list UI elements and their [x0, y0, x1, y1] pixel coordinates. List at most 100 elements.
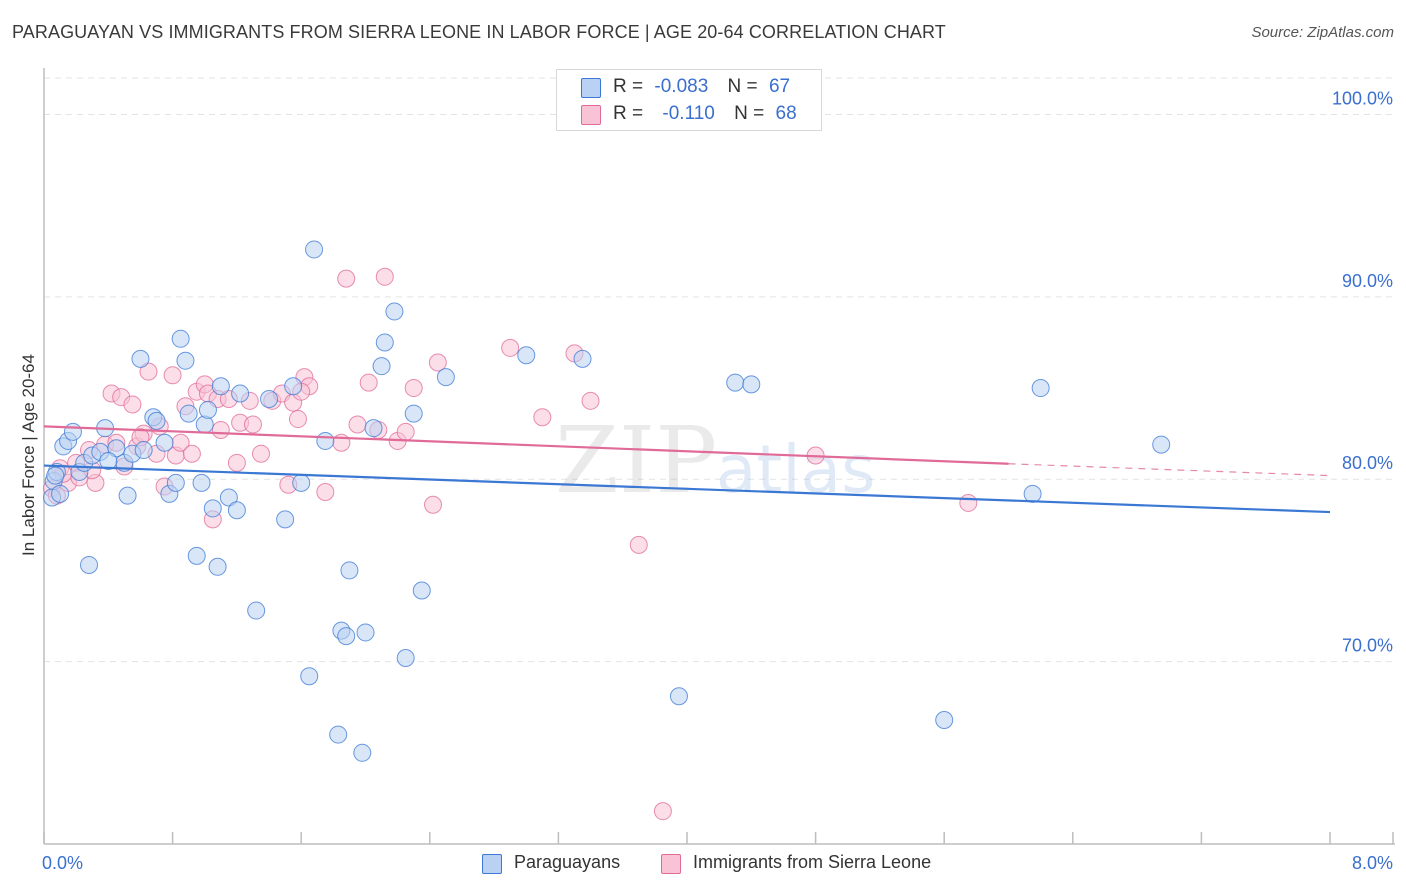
y-tick-label: 70.0% — [1342, 636, 1393, 656]
point-paraguayans — [171, 329, 190, 348]
point-paraguayans — [227, 501, 246, 520]
point-sierra-leone — [252, 444, 271, 463]
x-tick-label-min: 0.0% — [42, 853, 83, 873]
watermark-zip: ZIP — [555, 407, 717, 514]
point-paraguayans — [51, 484, 70, 503]
point-sierra-leone — [375, 267, 394, 286]
point-paraguayans — [260, 389, 279, 408]
point-paraguayans — [404, 404, 423, 423]
axes — [43, 68, 1395, 845]
point-paraguayans — [276, 510, 295, 529]
point-paraguayans — [305, 240, 324, 259]
point-paraguayans — [147, 411, 166, 430]
point-paraguayans — [573, 349, 592, 368]
point-paraguayans — [337, 627, 356, 646]
point-paraguayans — [192, 473, 211, 492]
point-paraguayans — [176, 351, 195, 370]
point-paraguayans — [300, 667, 319, 686]
tick-labels: 70.0% 80.0% 90.0% 100.0% 0.0% 8.0% — [42, 88, 1393, 873]
point-sierra-leone — [581, 391, 600, 410]
legend-swatch-blue — [482, 854, 502, 874]
point-paraguayans — [284, 377, 303, 396]
point-paraguayans — [316, 431, 335, 450]
point-paraguayans — [179, 404, 198, 423]
trend-lines — [43, 425, 1331, 514]
point-paraguayans — [203, 499, 222, 518]
point-paraguayans — [340, 561, 359, 580]
point-paraguayans — [353, 743, 372, 762]
point-sierra-leone — [227, 453, 246, 472]
grid-lines — [44, 77, 1395, 663]
point-paraguayans — [166, 473, 185, 492]
point-paraguayans — [247, 601, 266, 620]
point-paraguayans — [412, 581, 431, 600]
chart-title: PARAGUAYAN VS IMMIGRANTS FROM SIERRA LEO… — [12, 22, 946, 42]
point-paraguayans — [1023, 484, 1042, 503]
point-paraguayans — [63, 422, 82, 441]
point-sierra-leone — [428, 353, 447, 372]
point-sierra-leone — [533, 408, 552, 427]
watermark: ZIP atlas — [555, 407, 876, 514]
point-paraguayans — [396, 648, 415, 667]
point-sierra-leone — [653, 802, 672, 821]
point-paraguayans — [329, 725, 348, 744]
point-paraguayans — [211, 377, 230, 396]
point-paraguayans — [80, 555, 99, 574]
watermark-atlas: atlas — [716, 431, 876, 508]
legend-r-value: -0.110 — [662, 103, 715, 124]
legend-swatch-pink — [581, 105, 601, 125]
point-sierra-leone — [629, 535, 648, 554]
point-paraguayans — [208, 557, 227, 576]
legend-n-label: N = — [734, 103, 765, 124]
legend-label-paraguayans: Paraguayans — [514, 852, 621, 872]
point-paraguayans — [372, 357, 391, 376]
legend-series: Paraguayans Immigrants from Sierra Leone — [0, 852, 1406, 878]
point-paraguayans — [726, 373, 745, 392]
legend-n-value: 68 — [775, 103, 797, 124]
point-paraguayans — [118, 486, 137, 505]
series-sierra-leone-points — [43, 267, 978, 821]
point-paraguayans — [669, 687, 688, 706]
point-sierra-leone — [959, 493, 978, 512]
y-tick-label: 90.0% — [1342, 271, 1393, 291]
legend-n-label: N = — [727, 76, 758, 97]
point-paraguayans — [1031, 379, 1050, 398]
trend-line-sierra-leone-extension — [1008, 463, 1331, 477]
x-tick-label-max: 8.0% — [1352, 853, 1393, 873]
y-axis-label-box: In Labor Force | Age 20-64 — [14, 330, 44, 580]
y-tick-label: 80.0% — [1342, 453, 1393, 473]
point-paraguayans — [935, 710, 954, 729]
legend-label-sierra-leone: Immigrants from Sierra Leone — [693, 852, 932, 872]
point-sierra-leone — [163, 366, 182, 385]
y-tick-label: 100.0% — [1332, 88, 1393, 108]
legend-r-label: R = — [613, 76, 644, 97]
point-paraguayans — [195, 415, 214, 434]
point-paraguayans — [1152, 435, 1171, 454]
series-paraguayans-points — [43, 240, 1171, 762]
point-sierra-leone — [359, 373, 378, 392]
point-paraguayans — [198, 400, 217, 419]
point-sierra-leone — [182, 444, 201, 463]
legend-swatch-pink — [661, 854, 681, 874]
point-paraguayans — [292, 473, 311, 492]
legend-r-label: R = — [613, 103, 644, 124]
point-paraguayans — [364, 419, 383, 438]
y-axis-label: In Labor Force | Age 20-64 — [19, 354, 38, 556]
point-sierra-leone — [348, 415, 367, 434]
source-label: Source: ZipAtlas.com — [1251, 24, 1394, 41]
legend-correlation: R = -0.083 N = 67 R = -0.110 N = 68 — [556, 69, 822, 131]
point-sierra-leone — [337, 269, 356, 288]
point-sierra-leone — [288, 410, 307, 429]
point-sierra-leone — [211, 420, 230, 439]
point-paraguayans — [219, 488, 238, 507]
point-sierra-leone — [123, 395, 142, 414]
point-paraguayans — [46, 466, 65, 485]
point-paraguayans — [375, 333, 394, 352]
legend-n-value: 67 — [768, 76, 791, 97]
legend-swatch-blue — [581, 78, 601, 98]
point-paraguayans — [742, 375, 761, 394]
point-paraguayans — [356, 623, 375, 642]
point-sierra-leone — [139, 362, 158, 381]
legend-r-value: -0.083 — [654, 76, 709, 97]
